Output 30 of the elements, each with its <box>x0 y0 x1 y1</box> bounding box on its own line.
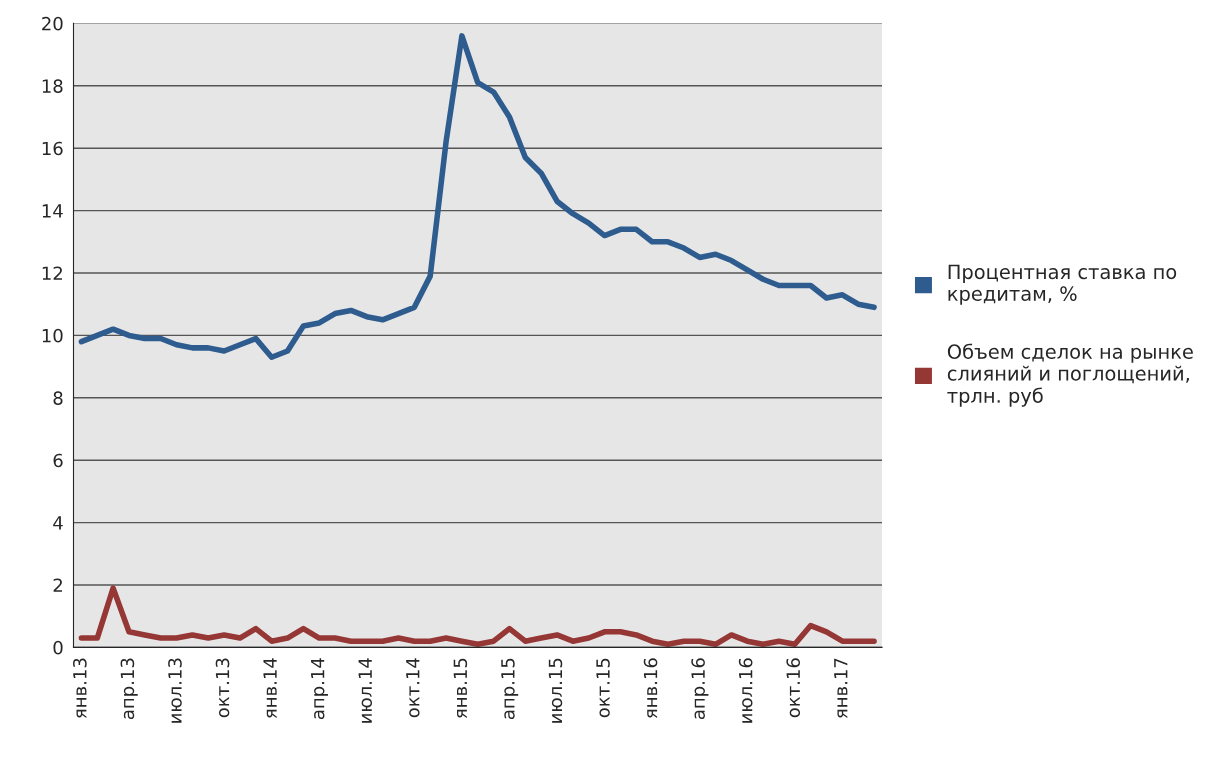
x-tick-label: янв.15 <box>453 658 468 719</box>
y-tick-label: 10 <box>42 328 63 343</box>
y-tick-label: 6 <box>53 453 63 468</box>
legend-label: Объем сделок на рынке слияний и поглощений, трлн. руб <box>947 343 1193 407</box>
y-tick-label: 12 <box>42 266 62 280</box>
x-tick-label: окт.15 <box>596 658 610 718</box>
x-tick-label: июл.16 <box>738 658 753 723</box>
x-tick-label: июл.14 <box>358 658 373 723</box>
y-tick-label: 0 <box>53 640 63 655</box>
x-tick-label: апр.13 <box>120 658 138 720</box>
x-tick-label: июл.13 <box>168 658 182 723</box>
y-tick-label: 20 <box>42 16 63 31</box>
y-tick-label: 16 <box>42 141 63 156</box>
y-tick-label: 4 <box>53 516 63 530</box>
x-tick-label: янв.14 <box>263 658 277 719</box>
y-tick-label: 8 <box>53 391 63 405</box>
y-tick-label: 18 <box>42 79 63 93</box>
y-tick-label: 14 <box>42 204 63 218</box>
legend-label: Процентная ставка по кредитам, % <box>948 264 1177 305</box>
x-tick-label: июл.15 <box>548 658 563 723</box>
x-tick-label: янв.17 <box>834 658 848 719</box>
x-tick-label: янв.16 <box>643 658 658 719</box>
x-tick-label: окт.14 <box>406 658 420 718</box>
x-tick-label: окт.13 <box>215 658 230 718</box>
y-tick-label: 2 <box>53 578 62 592</box>
x-tick-label: апр.16 <box>691 658 709 720</box>
x-tick-label: окт.16 <box>786 658 801 718</box>
x-tick-label: апр.15 <box>501 658 519 720</box>
x-tick-label: апр.14 <box>311 658 328 720</box>
x-tick-label: янв.13 <box>73 658 87 719</box>
